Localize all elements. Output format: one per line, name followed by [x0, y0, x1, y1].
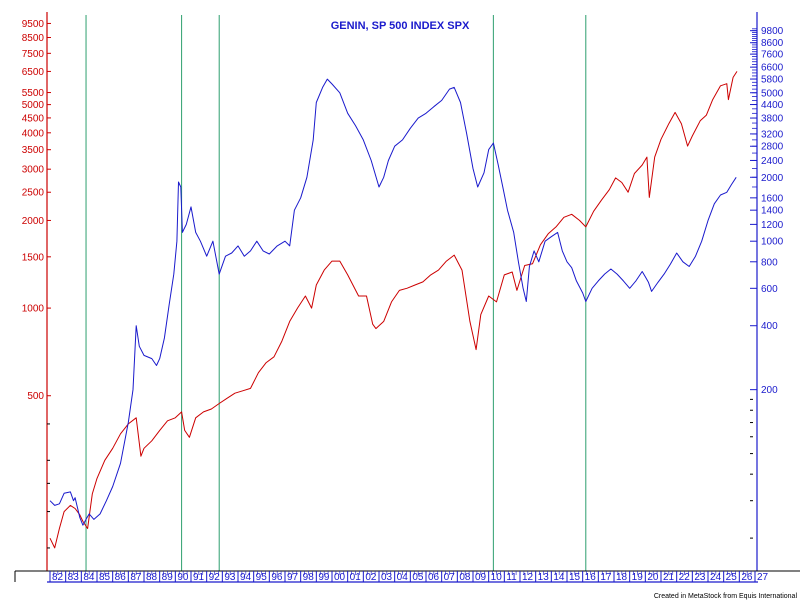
right-axis-tick-label: 5800 — [761, 75, 784, 86]
left-axis-tick-label: 7500 — [22, 49, 45, 60]
left-axis-tick-label: 6500 — [22, 67, 45, 78]
x-axis-tick-label: 11 — [506, 572, 517, 583]
x-axis-tick-label: 17 — [600, 572, 612, 583]
x-axis-tick-label: 09 — [475, 572, 487, 583]
red-price-line — [49, 71, 738, 549]
left-axis-tick-label: 3000 — [22, 165, 45, 176]
x-axis-tick-label: 04 — [397, 572, 409, 583]
x-axis-tick-label: 25 — [726, 572, 738, 583]
left-axis-tick-label: 5000 — [22, 100, 45, 111]
x-axis-tick-label: 98 — [303, 572, 315, 583]
x-axis-tick-label: 06 — [428, 572, 440, 583]
x-axis-tick-label: 99 — [318, 572, 330, 583]
x-axis-tick-label: 03 — [381, 572, 393, 583]
left-axis-tick-label: 3500 — [22, 145, 45, 156]
x-axis-tick-label: 13 — [538, 572, 550, 583]
right-axis-tick-label: 400 — [761, 321, 778, 332]
left-axis-tick-label: 500 — [27, 391, 44, 402]
left-axis-tick-label: 8500 — [22, 33, 45, 44]
x-axis-tick-label: 20 — [647, 572, 659, 583]
x-axis-tick-label: 00 — [334, 572, 346, 583]
right-axis-tick-label: 600 — [761, 284, 778, 295]
right-axis-tick-label: 4400 — [761, 100, 784, 111]
left-axis-tick-label: 2000 — [22, 216, 45, 227]
x-axis-tick-label: 23 — [694, 572, 706, 583]
x-axis-tick-label: 97 — [287, 572, 299, 583]
x-axis-tick-label: 85 — [99, 572, 111, 583]
right-axis-tick-label: 7600 — [761, 50, 784, 61]
x-axis-tick-label: 22 — [679, 572, 691, 583]
right-axis-tick-label: 200 — [761, 385, 778, 396]
x-axis-tick-label: 18 — [616, 572, 628, 583]
x-axis-tick-label: 27 — [757, 572, 769, 583]
x-axis-tick-label: 83 — [68, 572, 80, 583]
x-axis-tick-label: 88 — [146, 572, 158, 583]
right-axis-tick-label: 5000 — [761, 88, 784, 99]
x-axis-tick-label: 19 — [632, 572, 644, 583]
left-axis-tick-label: 4000 — [22, 128, 45, 139]
right-axis-tick-label: 1400 — [761, 206, 784, 217]
left-axis-tick-label: 2500 — [22, 188, 45, 199]
x-axis-tick-label: 95 — [256, 572, 268, 583]
right-axis-tick-label: 6600 — [761, 63, 784, 74]
x-axis-tick-label: 93 — [224, 572, 236, 583]
right-axis-tick-label: 9800 — [761, 26, 784, 37]
right-axis-tick-label: 8600 — [761, 38, 784, 49]
left-axis-tick-label: 4500 — [22, 113, 45, 124]
x-axis-tick-label: 08 — [459, 572, 471, 583]
x-axis-tick-label: 12 — [522, 572, 534, 583]
right-axis-tick-label: 1000 — [761, 237, 784, 248]
vertical-markers — [85, 15, 587, 571]
x-axis-tick-label: 96 — [271, 572, 283, 583]
x-axis: 82 83 84 85 86 87 88 89 90 91 92 93 94 95 96 97 98 99 00 01… — [14, 570, 800, 583]
x-axis-tick-label: 94 — [240, 572, 252, 583]
credit-text: Created in MetaStock from Equis Internat… — [654, 593, 798, 600]
right-axis-tick-label: 3200 — [761, 129, 784, 140]
x-axis-tick-label: 24 — [710, 572, 722, 583]
right-axis-tick-label: 1600 — [761, 193, 784, 204]
right-axis-tick-label: 3800 — [761, 114, 784, 125]
series-lines — [49, 71, 738, 549]
x-axis-tick-label: 15 — [569, 572, 581, 583]
left-axis-tick-label: 9500 — [22, 19, 45, 30]
x-axis-tick-label: 05 — [412, 572, 424, 583]
x-axis-tick-label: 26 — [741, 572, 753, 583]
left-axis-tick-label: 1500 — [22, 252, 45, 263]
x-axis-tick-label: 89 — [162, 572, 174, 583]
x-axis-tick-label: 21 — [663, 572, 675, 583]
right-axis-tick-label: 2400 — [761, 156, 784, 167]
left-axis-tick-label: 1000 — [22, 304, 45, 315]
x-axis-tick-label: 10 — [491, 572, 503, 583]
x-axis-tick-label: 01 — [350, 572, 362, 583]
x-axis-tick-label: 02 — [365, 572, 377, 583]
x-axis-tick-label: 14 — [553, 572, 565, 583]
x-axis-tick-label: 91 — [193, 572, 205, 583]
x-axis-tick-label: 16 — [585, 572, 597, 583]
right-axis-tick-label: 2800 — [761, 142, 784, 153]
right-axis-tick-label: 800 — [761, 257, 778, 268]
right-axis-tick-label: 1200 — [761, 220, 784, 231]
x-axis-tick-label: 82 — [52, 572, 64, 583]
x-axis-tick-label: 90 — [177, 572, 189, 583]
left-axis-tick-label: 5500 — [22, 88, 45, 99]
right-axis-tick-label: 2000 — [761, 173, 784, 184]
blue-ratio-line — [49, 78, 737, 526]
x-axis-tick-label: 84 — [83, 572, 95, 583]
chart-title: GENIN, SP 500 INDEX SPX — [331, 20, 470, 32]
x-axis-tick-label: 07 — [444, 572, 456, 583]
x-axis-tick-label: 86 — [115, 572, 127, 583]
x-axis-tick-label: 92 — [209, 572, 221, 583]
x-axis-tick-label: 87 — [130, 572, 142, 583]
